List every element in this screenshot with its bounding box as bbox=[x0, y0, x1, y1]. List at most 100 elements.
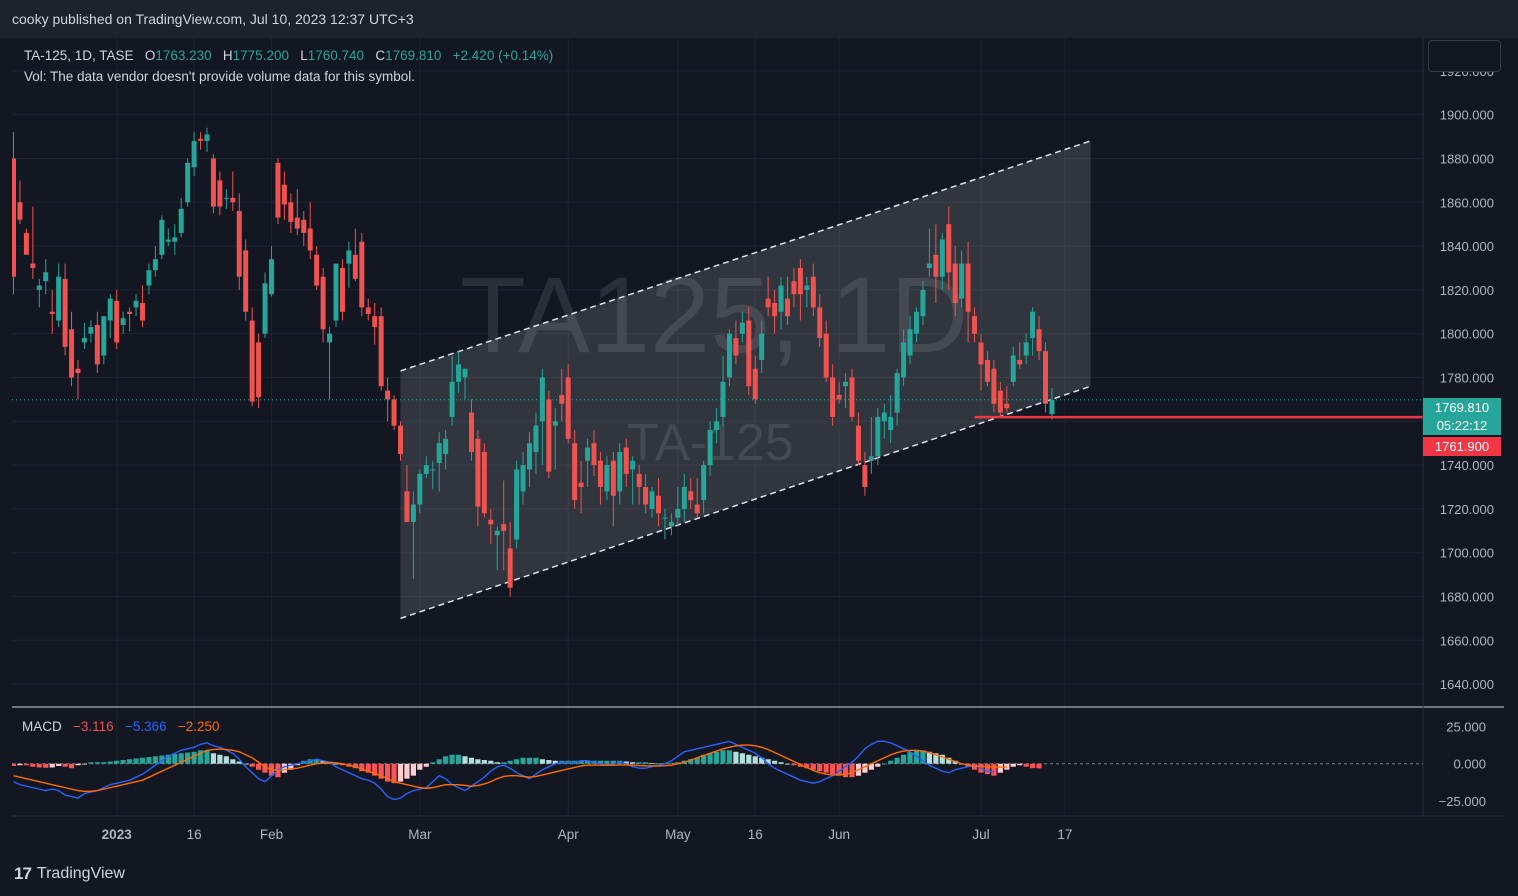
candle bbox=[701, 460, 707, 514]
macd-hist-bar bbox=[204, 750, 210, 764]
candle bbox=[804, 276, 810, 308]
candle-body bbox=[410, 504, 416, 523]
candle-body bbox=[23, 232, 29, 255]
candle bbox=[120, 311, 126, 334]
candle bbox=[12, 132, 16, 295]
macd-hist-bar bbox=[952, 760, 958, 764]
macd-tick-label: 0.000 bbox=[1453, 757, 1486, 772]
price-tick-label: 1660.000 bbox=[1440, 633, 1494, 648]
candle bbox=[249, 307, 255, 406]
candle bbox=[939, 232, 945, 290]
macd-hist-bar bbox=[1010, 763, 1016, 767]
macd-hist-bar bbox=[1023, 763, 1029, 767]
candle bbox=[223, 189, 229, 209]
macd-hist-bar bbox=[494, 762, 500, 764]
candle-body bbox=[875, 416, 881, 457]
candle bbox=[720, 355, 726, 426]
candle-body bbox=[217, 180, 223, 207]
price-tick-label: 1820.000 bbox=[1440, 283, 1494, 298]
candle-body bbox=[630, 460, 636, 470]
candle-body bbox=[1049, 399, 1055, 415]
candle-body bbox=[746, 320, 752, 387]
tradingview-logo-icon: 17 bbox=[14, 864, 32, 883]
macd-hist-bar bbox=[836, 763, 842, 776]
candle-body bbox=[127, 311, 133, 314]
tradingview-logo[interactable]: 17 TradingView bbox=[14, 864, 125, 884]
candle bbox=[94, 311, 100, 374]
symbol-info[interactable]: TA-125, 1D, TASE bbox=[24, 48, 134, 63]
macd-hist-bar bbox=[256, 763, 262, 770]
macd-hist-bar bbox=[791, 763, 797, 766]
candle bbox=[597, 451, 603, 505]
macd-hist-bar bbox=[597, 760, 604, 764]
macd-hist-bar bbox=[62, 763, 68, 767]
candle-body bbox=[62, 278, 68, 347]
candle-body bbox=[597, 460, 603, 487]
candle bbox=[565, 364, 571, 444]
candle-body bbox=[1004, 403, 1010, 409]
candle-body bbox=[249, 320, 255, 402]
candle-body bbox=[185, 162, 191, 203]
candle-body bbox=[423, 465, 429, 474]
macd-hist-bar bbox=[778, 762, 784, 764]
candle-body bbox=[991, 368, 997, 404]
macd-hist-bar bbox=[114, 760, 120, 764]
chart-settings-button[interactable] bbox=[1428, 40, 1501, 72]
candle-body bbox=[468, 412, 474, 452]
candle-body bbox=[314, 254, 320, 286]
price-tick-label: 1840.000 bbox=[1440, 239, 1494, 254]
candle bbox=[43, 259, 49, 295]
open-label: O bbox=[144, 48, 156, 63]
candle-body bbox=[165, 239, 171, 242]
candle bbox=[772, 289, 778, 334]
candle bbox=[1043, 342, 1048, 413]
candle bbox=[843, 373, 849, 409]
chart-canvas[interactable]: TA125, 1DTA-1251640.0001660.0001680.0001… bbox=[12, 38, 1504, 851]
candle-body bbox=[159, 219, 165, 255]
support-price-tag: 1761.900 bbox=[1423, 437, 1501, 456]
macd-hist-bar bbox=[423, 763, 429, 767]
ohlc-legend: TA-125, 1D, TASE O1763.230 H1775.200 L17… bbox=[24, 45, 553, 87]
macd-hist-bar bbox=[378, 763, 384, 779]
footer bbox=[0, 852, 1518, 896]
candle-body bbox=[823, 333, 829, 378]
candle-body bbox=[243, 250, 249, 312]
candle bbox=[888, 394, 894, 444]
macd-line-value: −5.366 bbox=[124, 719, 167, 734]
candle bbox=[1004, 386, 1010, 413]
candle bbox=[610, 451, 616, 527]
macd-hist-bar bbox=[314, 759, 320, 764]
candle-body bbox=[984, 359, 990, 382]
candle-body bbox=[88, 327, 94, 334]
macd-hist-bar bbox=[733, 751, 739, 764]
candle bbox=[791, 267, 797, 308]
candle bbox=[81, 322, 87, 350]
macd-legend[interactable]: MACD −3.116 −5.366 −2.250 bbox=[22, 719, 220, 734]
candle-body bbox=[359, 241, 365, 308]
candle bbox=[475, 430, 481, 527]
macd-hist-bar bbox=[12, 763, 17, 766]
macd-hist-bar bbox=[707, 753, 713, 764]
macd-hist-bar bbox=[68, 763, 75, 769]
price-tick-label: 1900.000 bbox=[1440, 108, 1494, 123]
candle bbox=[275, 158, 281, 225]
candle-body bbox=[133, 300, 139, 308]
candle-body bbox=[301, 219, 307, 233]
candle bbox=[140, 285, 145, 328]
candle-body bbox=[494, 530, 500, 536]
candle bbox=[449, 355, 455, 426]
candle-body bbox=[933, 254, 939, 277]
macd-hist-bar bbox=[752, 756, 758, 764]
candle-body bbox=[43, 272, 49, 282]
candle bbox=[817, 294, 823, 347]
candle bbox=[101, 316, 107, 365]
candle-body bbox=[191, 140, 197, 168]
macd-hist-bar bbox=[726, 750, 733, 764]
macd-hist-bar bbox=[133, 758, 139, 764]
chart-frame[interactable]: TA125, 1DTA-1251640.0001660.0001680.0001… bbox=[12, 38, 1504, 851]
candle bbox=[468, 399, 474, 461]
candle bbox=[204, 127, 210, 152]
candle-body bbox=[94, 324, 100, 365]
macd-hist-bar bbox=[475, 759, 481, 764]
candle-body bbox=[30, 263, 36, 268]
